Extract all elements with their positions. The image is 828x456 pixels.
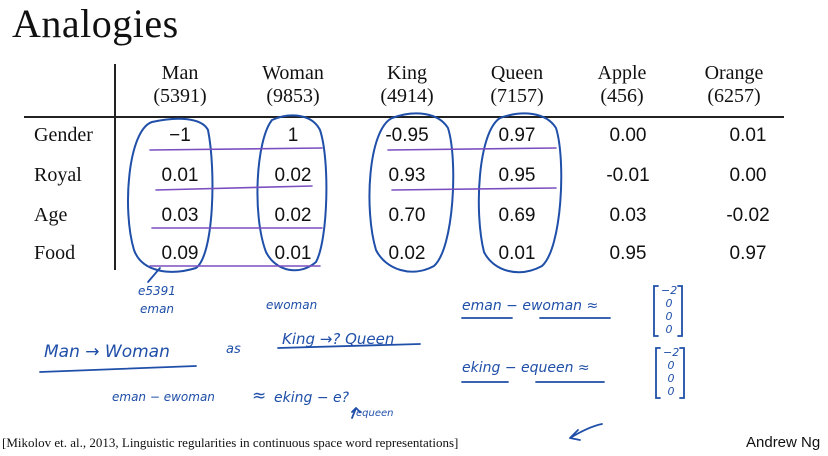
column-header-man: Man (5391)	[130, 62, 230, 108]
column-word: Orange	[704, 62, 764, 84]
handwriting-difference-man-woman: eman − ewoman ≈	[462, 298, 599, 314]
column-index: (456)	[600, 85, 644, 107]
citation: [Mikolov et. al., 2013, Linguistic regul…	[2, 435, 459, 450]
column-header-king: King (4914)	[357, 62, 457, 108]
table-cell: 1	[287, 125, 299, 146]
column-index: (7157)	[490, 85, 544, 107]
column-header-woman: Woman (9853)	[243, 62, 343, 108]
vector-entry: −2	[661, 284, 678, 297]
column-index: (5391)	[153, 85, 207, 107]
row-label-food: Food	[34, 242, 76, 264]
table-cell: -0.95	[385, 125, 429, 146]
table-cell: 0.01	[498, 243, 536, 264]
table-cell: 0.00	[729, 165, 767, 186]
table-cell: 0.95	[609, 243, 647, 264]
vector-bracket-left	[655, 347, 661, 399]
table-cell: 0.02	[274, 165, 312, 186]
vector-bracket-right	[679, 347, 685, 399]
table-cell: 0.03	[161, 205, 199, 226]
handwriting-equation-left: eman − ewoman	[112, 390, 215, 404]
table-cell: −1	[169, 125, 191, 146]
table-cell: 0.97	[729, 243, 767, 264]
row-label-age: Age	[34, 204, 68, 226]
citation-arrow	[569, 423, 603, 441]
table-cell: 0.69	[498, 205, 536, 226]
table-cell: 0.09	[161, 243, 199, 264]
column-header-orange: Orange (6257)	[684, 62, 784, 108]
handwriting-equation-right: eking − e?	[274, 390, 350, 406]
table-cell: 0.95	[498, 165, 536, 186]
column-word: Queen	[490, 62, 544, 84]
vector-entry: 0	[665, 297, 673, 310]
table-cell: 0.01	[729, 125, 767, 146]
handwriting-vector-1: −2 0 0 0	[661, 284, 677, 336]
row-label-royal: Royal	[34, 164, 82, 186]
table-cell: 0.01	[274, 243, 312, 264]
vector-entry: 0	[667, 372, 675, 385]
vector-bracket-left	[653, 285, 659, 337]
handwriting-man-woman: Man → Woman	[44, 342, 170, 362]
row-label-gender: Gender	[34, 124, 93, 146]
column-header-apple: Apple (456)	[572, 62, 672, 108]
table-vertical-rule	[114, 64, 116, 270]
table-cell: 0.01	[161, 165, 199, 186]
column-word: Apple	[597, 62, 647, 84]
column-word: King	[387, 62, 427, 84]
table-cell: 0.70	[388, 205, 426, 226]
table-cell: -0.01	[606, 165, 650, 186]
handwriting-ewoman: ewoman	[266, 298, 318, 312]
table-cell: 0.93	[388, 165, 426, 186]
vector-entry: 0	[665, 323, 673, 336]
handwriting-e5391: e5391	[138, 284, 176, 298]
table-horizontal-rule	[24, 116, 784, 118]
handwriting-approx: ≈	[252, 386, 267, 406]
table-cell: 0.03	[609, 205, 647, 226]
vector-entry: −2	[663, 346, 680, 359]
vector-entry: 0	[667, 385, 675, 398]
column-word: Man	[161, 62, 199, 84]
royal-underline-king-queen	[391, 187, 557, 191]
gender-underline-king-queen	[387, 147, 557, 151]
table-cell: -0.02	[726, 205, 770, 226]
column-index: (6257)	[707, 85, 761, 107]
man-woman-underline	[39, 365, 197, 373]
column-word: Woman	[262, 62, 324, 84]
vector-entry: 0	[665, 310, 673, 323]
table-cell: 0.02	[388, 243, 426, 264]
table-cell: 0.97	[498, 125, 536, 146]
column-header-queen: Queen (7157)	[467, 62, 567, 108]
column-index: (9853)	[266, 85, 320, 107]
handwriting-difference-king-queen: eking − equeen ≈	[462, 360, 590, 376]
author-name: Andrew Ng	[746, 434, 821, 451]
column-index: (4914)	[380, 85, 434, 107]
handwriting-vector-2: −2 0 0 0	[663, 346, 679, 398]
table-cell: 0.02	[274, 205, 312, 226]
e5391-pointer	[147, 267, 161, 283]
gender-underline-man-woman	[149, 147, 323, 151]
vector-entry: 0	[667, 359, 675, 372]
table-cell: 0.00	[609, 125, 647, 146]
slide-title: Analogies	[12, 1, 179, 46]
vector-bracket-right	[677, 285, 683, 337]
handwriting-queen-note: equeen	[356, 408, 394, 419]
handwriting-as: as	[226, 342, 241, 357]
handwriting-king-queen: King →? Queen	[282, 330, 395, 348]
handwriting-eman: eman	[140, 302, 175, 316]
